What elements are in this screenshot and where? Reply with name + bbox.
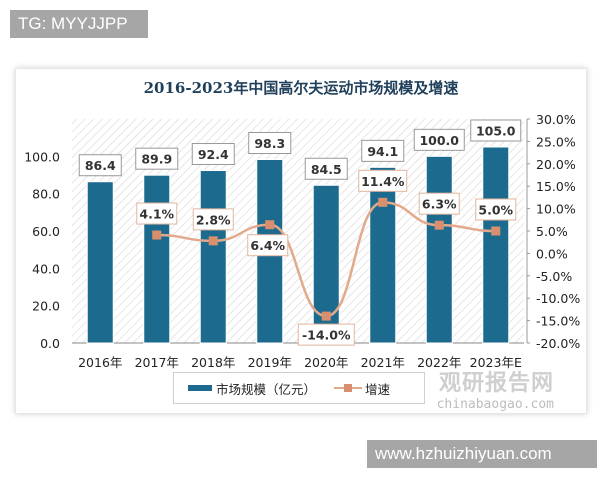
legend-label-market-size: 市场规模（亿元） bbox=[216, 381, 317, 397]
left-axis-tick: 20.0 bbox=[32, 299, 60, 314]
growth-label-box bbox=[475, 198, 517, 221]
x-axis-tick: 2020年 bbox=[304, 355, 348, 369]
bar-label-box bbox=[413, 128, 465, 151]
right-axis-tick: 5.0% bbox=[536, 224, 568, 239]
bar bbox=[143, 174, 171, 344]
x-axis-tick: 2017年 bbox=[135, 355, 179, 369]
url-tag: www.hzhuizhiyuan.com bbox=[367, 440, 597, 468]
bar bbox=[425, 155, 453, 344]
right-axis-tick: -10.0% bbox=[536, 291, 580, 306]
bar-label-box bbox=[361, 139, 405, 162]
bar-label-box bbox=[248, 132, 292, 155]
growth-marker bbox=[152, 230, 162, 240]
x-axis-tick: 2016年 bbox=[78, 355, 122, 369]
left-axis-tick: 0.0 bbox=[40, 336, 60, 351]
bar bbox=[86, 181, 114, 344]
growth-label: 11.4% bbox=[361, 174, 405, 189]
x-axis-tick: 2023年E bbox=[470, 355, 522, 369]
x-axis-tick: 2018年 bbox=[191, 355, 235, 369]
bar-label-box bbox=[78, 154, 122, 177]
bar-label: 84.5 bbox=[311, 162, 342, 177]
bar bbox=[482, 146, 510, 344]
legend-line-swatch bbox=[334, 383, 363, 393]
growth-marker bbox=[321, 311, 331, 321]
bar-label: 94.1 bbox=[367, 144, 398, 159]
growth-label: 5.0% bbox=[478, 203, 513, 218]
growth-label-box bbox=[247, 234, 289, 257]
bar-label: 105.0 bbox=[476, 124, 516, 139]
bar-label: 92.4 bbox=[198, 147, 229, 162]
right-axis-tick: 10.0% bbox=[536, 202, 576, 217]
right-axis-tick: -20.0% bbox=[536, 336, 580, 351]
right-axis-tick: -5.0% bbox=[536, 269, 572, 284]
growth-marker bbox=[378, 197, 388, 207]
bar-label-box bbox=[470, 119, 522, 142]
right-axis-tick: 15.0% bbox=[536, 179, 576, 194]
right-axis-tick: 30.0% bbox=[536, 112, 576, 127]
chart-legend: 市场规模（亿元） 增速 bbox=[173, 372, 425, 404]
growth-label: 6.4% bbox=[250, 238, 285, 253]
growth-label-box bbox=[192, 208, 234, 231]
growth-marker bbox=[265, 220, 275, 230]
bar-label: 86.4 bbox=[85, 158, 116, 173]
left-axis-tick: 40.0 bbox=[32, 261, 60, 276]
chart-plot: 0.0 20.0 40.0 60.0 80.0 100.0 30.0% 25.0% 20.0% 1… bbox=[24, 112, 580, 369]
x-axis-tick: 2021年 bbox=[361, 355, 405, 369]
growth-label-box bbox=[136, 202, 178, 225]
watermark-en: chinabaogao.com bbox=[436, 397, 554, 412]
growth-label: 6.3% bbox=[422, 197, 457, 212]
right-axis-tick: 25.0% bbox=[536, 134, 576, 149]
chart-card: 2016-2023年中国高尔夫运动市场规模及增速 0.0 20.0 40.0 60.0… bbox=[15, 68, 587, 414]
left-axis-tick: 100.0 bbox=[24, 149, 60, 164]
legend-label-growth: 增速 bbox=[365, 381, 391, 397]
bar-label: 89.9 bbox=[141, 152, 172, 167]
x-axis-tick: 2019年 bbox=[248, 355, 292, 369]
bar-label: 100.0 bbox=[419, 133, 459, 148]
growth-marker bbox=[208, 236, 218, 246]
bar-label: 98.3 bbox=[254, 136, 285, 151]
legend-bar-swatch bbox=[188, 385, 212, 391]
watermark-cn: 观研报告网 bbox=[438, 371, 554, 396]
bar-label-box bbox=[304, 157, 348, 180]
growth-label-box bbox=[297, 323, 355, 346]
bar-label-box bbox=[191, 143, 235, 166]
tg-tag: TG: MYYJJPP bbox=[10, 10, 148, 38]
watermark: 观研报告网 chinabaogao.com bbox=[437, 365, 554, 412]
left-axis-tick: 80.0 bbox=[32, 187, 60, 202]
growth-label: -14.0% bbox=[302, 328, 351, 343]
bar bbox=[199, 170, 227, 344]
bar-label-box bbox=[135, 147, 179, 170]
x-axis-tick: 2022年 bbox=[417, 355, 461, 369]
growth-label-box bbox=[418, 192, 460, 215]
growth-marker bbox=[434, 220, 444, 230]
growth-marker bbox=[491, 226, 501, 236]
right-axis-tick: -15.0% bbox=[536, 314, 580, 329]
growth-label-box bbox=[358, 169, 408, 192]
chart-title: 2016-2023年中国高尔夫运动市场规模及增速 bbox=[143, 79, 459, 97]
right-axis-tick: 0.0% bbox=[536, 246, 568, 261]
left-axis-tick: 60.0 bbox=[32, 224, 60, 239]
bar bbox=[369, 166, 397, 344]
growth-label: 2.8% bbox=[196, 212, 231, 227]
right-axis-tick: 20.0% bbox=[536, 157, 576, 172]
growth-label: 4.1% bbox=[139, 207, 174, 222]
